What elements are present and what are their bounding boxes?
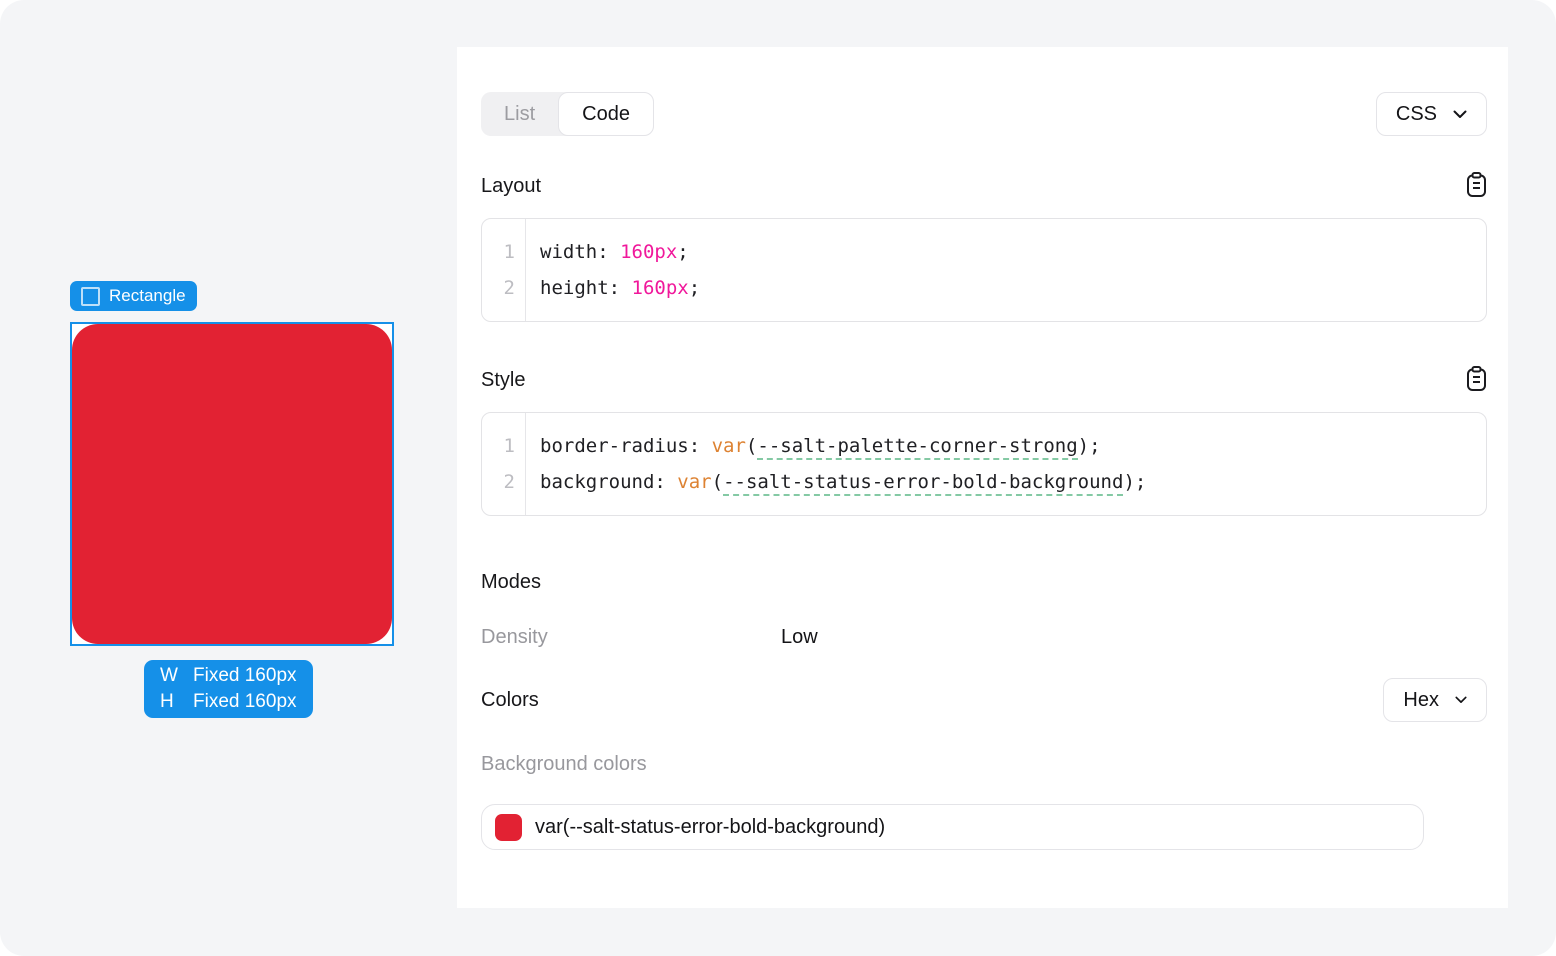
color-format-select[interactable]: Hex: [1383, 678, 1487, 722]
language-select-value: CSS: [1395, 102, 1437, 125]
background-color-item[interactable]: var(--salt-status-error-bold-background): [481, 804, 1424, 850]
color-swatch: [495, 813, 522, 841]
density-label: Density: [481, 626, 548, 648]
layout-code-block[interactable]: 1 2 width: 160px; height: 160px;: [481, 218, 1487, 322]
layer-name-label: Rectangle: [109, 286, 186, 305]
code-line-number: 2: [503, 277, 515, 299]
modes-section-title: Modes: [481, 571, 542, 593]
style-section-header: Style: [481, 365, 1487, 395]
color-format-value: Hex: [1403, 688, 1439, 711]
copy-layout-button[interactable]: [1466, 171, 1487, 201]
tab-list[interactable]: List: [504, 102, 536, 125]
width-axis-label: W: [160, 665, 178, 686]
code-line: height: 160px;: [540, 277, 701, 299]
style-code-block[interactable]: 1 2 border-radius: var(--salt-palette-corn…: [481, 412, 1487, 516]
colors-section-title: Colors: [481, 688, 539, 711]
selected-rectangle[interactable]: [70, 322, 394, 646]
layer-name-badge: Rectangle: [70, 281, 197, 311]
density-row: Density Low: [481, 626, 1487, 649]
size-badge: W Fixed 160px H Fixed 160px: [144, 660, 313, 718]
clipboard-icon: [1466, 171, 1487, 201]
code-line: border-radius: var(--salt-palette-corner…: [540, 428, 1146, 464]
layout-section-header: Layout: [481, 171, 1487, 201]
clipboard-icon: [1466, 365, 1487, 395]
colors-section-header: Colors Hex: [481, 678, 1487, 722]
background-colors-label: Background colors: [481, 753, 647, 775]
inspector-panel: List Code CSS Layout: [457, 47, 1508, 908]
chevron-down-icon: [1453, 110, 1467, 119]
code-lines: border-radius: var(--salt-palette-corner…: [526, 413, 1146, 515]
style-section-title: Style: [481, 368, 526, 391]
code-line-number: 2: [503, 471, 515, 493]
language-select[interactable]: CSS: [1375, 92, 1487, 136]
code-line: width: 160px;: [540, 241, 689, 263]
code-lines: width: 160px; height: 160px;: [526, 219, 700, 321]
tab-code[interactable]: Code: [558, 92, 654, 136]
chevron-down-icon: [1455, 696, 1467, 704]
width-row: W Fixed 160px: [160, 663, 297, 689]
rectangle-icon: [81, 286, 100, 306]
view-toggle: List Code: [481, 92, 654, 136]
code-line-number: 1: [503, 435, 515, 457]
layout-section-title: Layout: [481, 174, 542, 197]
panel-toolbar: List Code CSS: [481, 92, 1487, 136]
code-line: background: var(--salt-status-error-bold…: [540, 464, 1146, 500]
width-value: Fixed 160px: [193, 665, 297, 686]
height-value: Fixed 160px: [193, 691, 297, 712]
code-line-number: 1: [503, 241, 515, 263]
density-value: Low: [781, 626, 818, 648]
height-axis-label: H: [160, 691, 174, 712]
copy-style-button[interactable]: [1466, 365, 1487, 395]
height-row: H Fixed 160px: [160, 689, 297, 715]
color-variable-label: var(--salt-status-error-bold-background): [535, 815, 886, 838]
rectangle-shape: [72, 324, 392, 644]
